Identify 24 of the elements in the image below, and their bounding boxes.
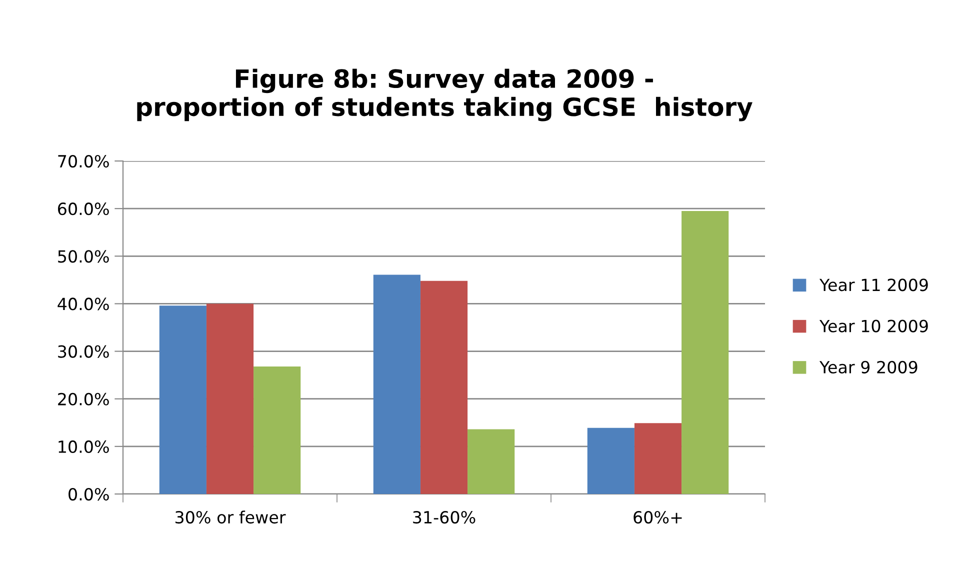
bar <box>682 210 729 494</box>
y-tick-label: 10.0% <box>58 440 109 453</box>
bar <box>468 429 515 494</box>
y-tick-label: 60.0% <box>58 202 109 216</box>
y-tick-label: 0.0% <box>68 488 109 501</box>
bar <box>373 274 420 494</box>
legend-label: Year 10 2009 <box>819 320 928 332</box>
legend-label: Year 9 2009 <box>819 360 918 374</box>
bar <box>420 280 468 494</box>
bar <box>587 428 634 494</box>
x-tick-label: 31-60% <box>413 510 476 524</box>
bar <box>634 423 682 494</box>
y-tick-label: 20.0% <box>58 392 109 406</box>
y-tick-label: 50.0% <box>58 250 109 263</box>
y-tick-label: 40.0% <box>58 298 109 310</box>
bar <box>159 306 206 494</box>
y-tick-label: 70.0% <box>58 154 109 168</box>
bar <box>254 366 301 494</box>
legend-label: Year 11 2009 <box>819 278 928 292</box>
y-tick-label: 30.0% <box>58 345 109 358</box>
chart-title: Figure 8b: Survey data 2009 - proportion of students taking GCSE history <box>137 68 752 122</box>
x-tick-label: 30% or fewer <box>175 510 286 524</box>
bar <box>206 304 254 494</box>
x-tick-label: 60%+ <box>634 510 682 524</box>
